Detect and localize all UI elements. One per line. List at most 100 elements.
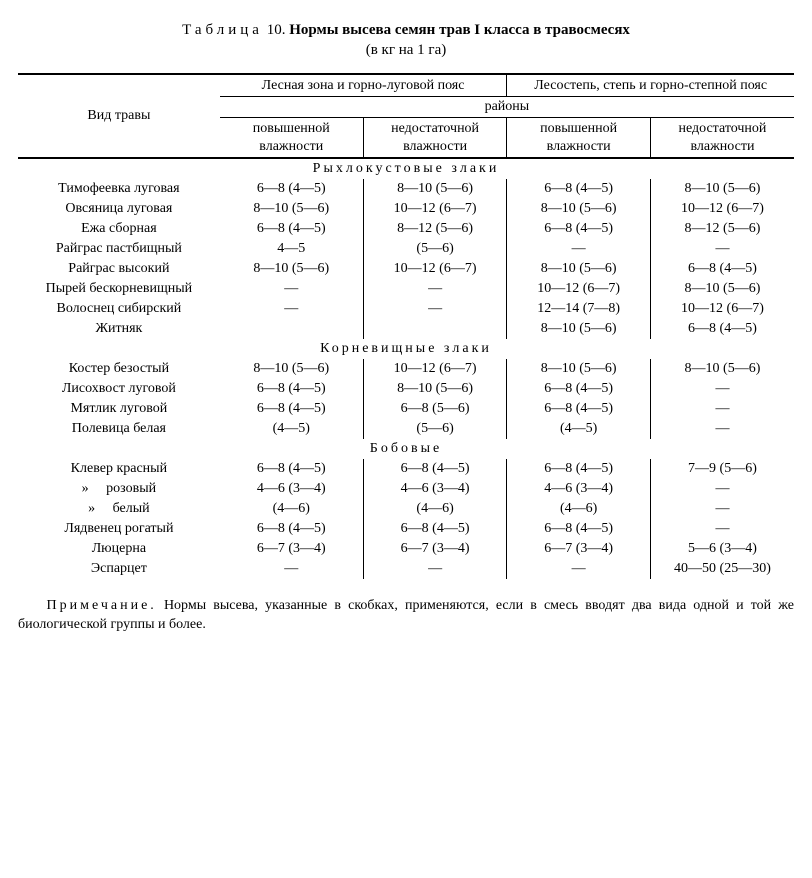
cell: (5—6) bbox=[363, 239, 507, 259]
cell: 10—12 (6—7) bbox=[363, 359, 507, 379]
cell: — bbox=[650, 499, 794, 519]
cell bbox=[220, 319, 364, 339]
table-row: Райграс пастбищный 4—5 (5—6) — — bbox=[18, 239, 794, 259]
cell: 6—8 (4—5) bbox=[507, 179, 651, 199]
species-name: » розовый bbox=[18, 479, 220, 499]
cell: 7—9 (5—6) bbox=[650, 459, 794, 479]
species-name: Волоснец сибирский bbox=[18, 299, 220, 319]
cell: 8—10 (5—6) bbox=[363, 179, 507, 199]
table-row: Овсяница луговая 8—10 (5—6) 10—12 (6—7) … bbox=[18, 199, 794, 219]
table-row: Ежа сборная 6—8 (4—5) 8—12 (5—6) 6—8 (4—… bbox=[18, 219, 794, 239]
cell: — bbox=[650, 379, 794, 399]
table-row: Лядвенец рогатый 6—8 (4—5) 6—8 (4—5) 6—8… bbox=[18, 519, 794, 539]
cell: 8—10 (5—6) bbox=[220, 359, 364, 379]
cell: — bbox=[650, 399, 794, 419]
cell: 6—8 (4—5) bbox=[220, 519, 364, 539]
cell: — bbox=[507, 239, 651, 259]
cell: — bbox=[650, 419, 794, 439]
species-name: Житняк bbox=[18, 319, 220, 339]
cell: 6—8 (4—5) bbox=[220, 379, 364, 399]
cell: 4—6 (3—4) bbox=[220, 479, 364, 499]
cell: 8—12 (5—6) bbox=[363, 219, 507, 239]
header-zone1: Лесная зона и горно-луговой пояс bbox=[220, 74, 507, 97]
cell: — bbox=[507, 559, 651, 579]
table-row: » белый (4—6) (4—6) (4—6) — bbox=[18, 499, 794, 519]
header-col2: недостаточной влажности bbox=[363, 118, 507, 159]
cell: 4—6 (3—4) bbox=[363, 479, 507, 499]
cell: — bbox=[220, 559, 364, 579]
cell: — bbox=[363, 559, 507, 579]
cell: (5—6) bbox=[363, 419, 507, 439]
cell: 6—8 (4—5) bbox=[650, 259, 794, 279]
species-name: Мятлик луговой bbox=[18, 399, 220, 419]
table-row: Клевер красный 6—8 (4—5) 6—8 (4—5) 6—8 (… bbox=[18, 459, 794, 479]
cell: 8—10 (5—6) bbox=[650, 179, 794, 199]
cell: 6—8 (4—5) bbox=[220, 459, 364, 479]
section-heading: Рыхлокустовые злаки bbox=[18, 158, 794, 179]
cell: 10—12 (6—7) bbox=[363, 199, 507, 219]
cell: 10—12 (6—7) bbox=[363, 259, 507, 279]
title-sub: (в кг на 1 га) bbox=[18, 40, 794, 60]
note-prefix: Примечание. bbox=[47, 598, 157, 613]
header-districts: районы bbox=[220, 97, 794, 118]
cell: 8—10 (5—6) bbox=[363, 379, 507, 399]
cell: — bbox=[220, 299, 364, 319]
cell: 6—8 (5—6) bbox=[363, 399, 507, 419]
cell: 8—10 (5—6) bbox=[507, 319, 651, 339]
cell: — bbox=[363, 299, 507, 319]
species-name: Райграс высокий bbox=[18, 259, 220, 279]
cell: (4—6) bbox=[363, 499, 507, 519]
cell: 10—12 (6—7) bbox=[650, 299, 794, 319]
species-name: Райграс пастбищный bbox=[18, 239, 220, 259]
table-row: Тимофеевка луговая 6—8 (4—5) 8—10 (5—6) … bbox=[18, 179, 794, 199]
title-number: 10. bbox=[267, 22, 286, 38]
cell: 8—10 (5—6) bbox=[220, 199, 364, 219]
species-name: » белый bbox=[18, 499, 220, 519]
cell: 8—10 (5—6) bbox=[507, 259, 651, 279]
header-col3: повышенной влажности bbox=[507, 118, 651, 159]
cell: 8—10 (5—6) bbox=[220, 259, 364, 279]
cell: 6—8 (4—5) bbox=[507, 459, 651, 479]
table-title: Таблица 10. Нормы высева семян трав I кл… bbox=[18, 20, 794, 61]
table-row: » розовый 4—6 (3—4) 4—6 (3—4) 4—6 (3—4) … bbox=[18, 479, 794, 499]
cell: 5—6 (3—4) bbox=[650, 539, 794, 559]
cell: 8—12 (5—6) bbox=[650, 219, 794, 239]
cell: 8—10 (5—6) bbox=[507, 199, 651, 219]
header-species: Вид травы bbox=[18, 74, 220, 159]
cell: 12—14 (7—8) bbox=[507, 299, 651, 319]
cell: 6—8 (4—5) bbox=[220, 399, 364, 419]
cell: — bbox=[650, 519, 794, 539]
cell: 8—10 (5—6) bbox=[650, 359, 794, 379]
cell: — bbox=[650, 479, 794, 499]
cell: (4—5) bbox=[220, 419, 364, 439]
species-name: Лисохвост луговой bbox=[18, 379, 220, 399]
header-col4: недостаточной влажности bbox=[650, 118, 794, 159]
species-name: Овсяница луговая bbox=[18, 199, 220, 219]
cell: (4—6) bbox=[220, 499, 364, 519]
cell: — bbox=[220, 279, 364, 299]
cell: 6—8 (4—5) bbox=[507, 399, 651, 419]
table-row: Пырей бескорневищный — — 10—12 (6—7) 8—1… bbox=[18, 279, 794, 299]
species-name: Тимофеевка луговая bbox=[18, 179, 220, 199]
cell: 4—5 bbox=[220, 239, 364, 259]
cell: 8—10 (5—6) bbox=[507, 359, 651, 379]
table-row: Полевица белая (4—5) (5—6) (4—5) — bbox=[18, 419, 794, 439]
table-row: Волоснец сибирский — — 12—14 (7—8) 10—12… bbox=[18, 299, 794, 319]
cell: 6—8 (4—5) bbox=[220, 179, 364, 199]
species-name: Ежа сборная bbox=[18, 219, 220, 239]
cell: 6—8 (4—5) bbox=[507, 519, 651, 539]
species-name: Лядвенец рогатый bbox=[18, 519, 220, 539]
footnote: Примечание. Нормы высева, указанные в ск… bbox=[18, 597, 794, 635]
cell: 6—8 (4—5) bbox=[507, 379, 651, 399]
cell: (4—6) bbox=[507, 499, 651, 519]
cell: 6—8 (4—5) bbox=[363, 519, 507, 539]
cell: 10—12 (6—7) bbox=[507, 279, 651, 299]
section-heading: Бобовые bbox=[18, 439, 794, 459]
cell bbox=[363, 319, 507, 339]
header-col1: повышенной влажности bbox=[220, 118, 364, 159]
table-row: Люцерна 6—7 (3—4) 6—7 (3—4) 6—7 (3—4) 5—… bbox=[18, 539, 794, 559]
cell: 40—50 (25—30) bbox=[650, 559, 794, 579]
cell: — bbox=[650, 239, 794, 259]
section-heading: Корневищные злаки bbox=[18, 339, 794, 359]
species-name: Костер безостый bbox=[18, 359, 220, 379]
